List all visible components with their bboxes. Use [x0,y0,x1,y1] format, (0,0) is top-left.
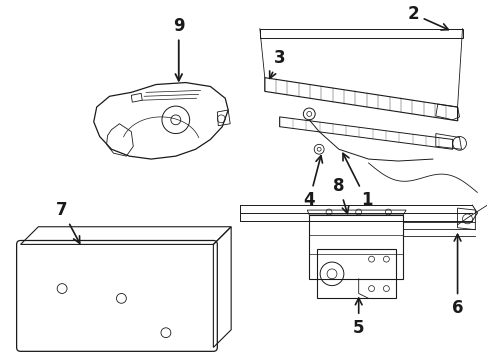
Text: 7: 7 [56,201,80,243]
Text: 5: 5 [353,298,365,337]
Text: 4: 4 [303,156,322,209]
Text: 1: 1 [343,153,372,209]
Text: 8: 8 [333,176,349,213]
Text: 2: 2 [407,5,448,30]
Text: 3: 3 [270,49,285,78]
Text: 6: 6 [452,234,464,317]
Text: 9: 9 [173,17,185,81]
